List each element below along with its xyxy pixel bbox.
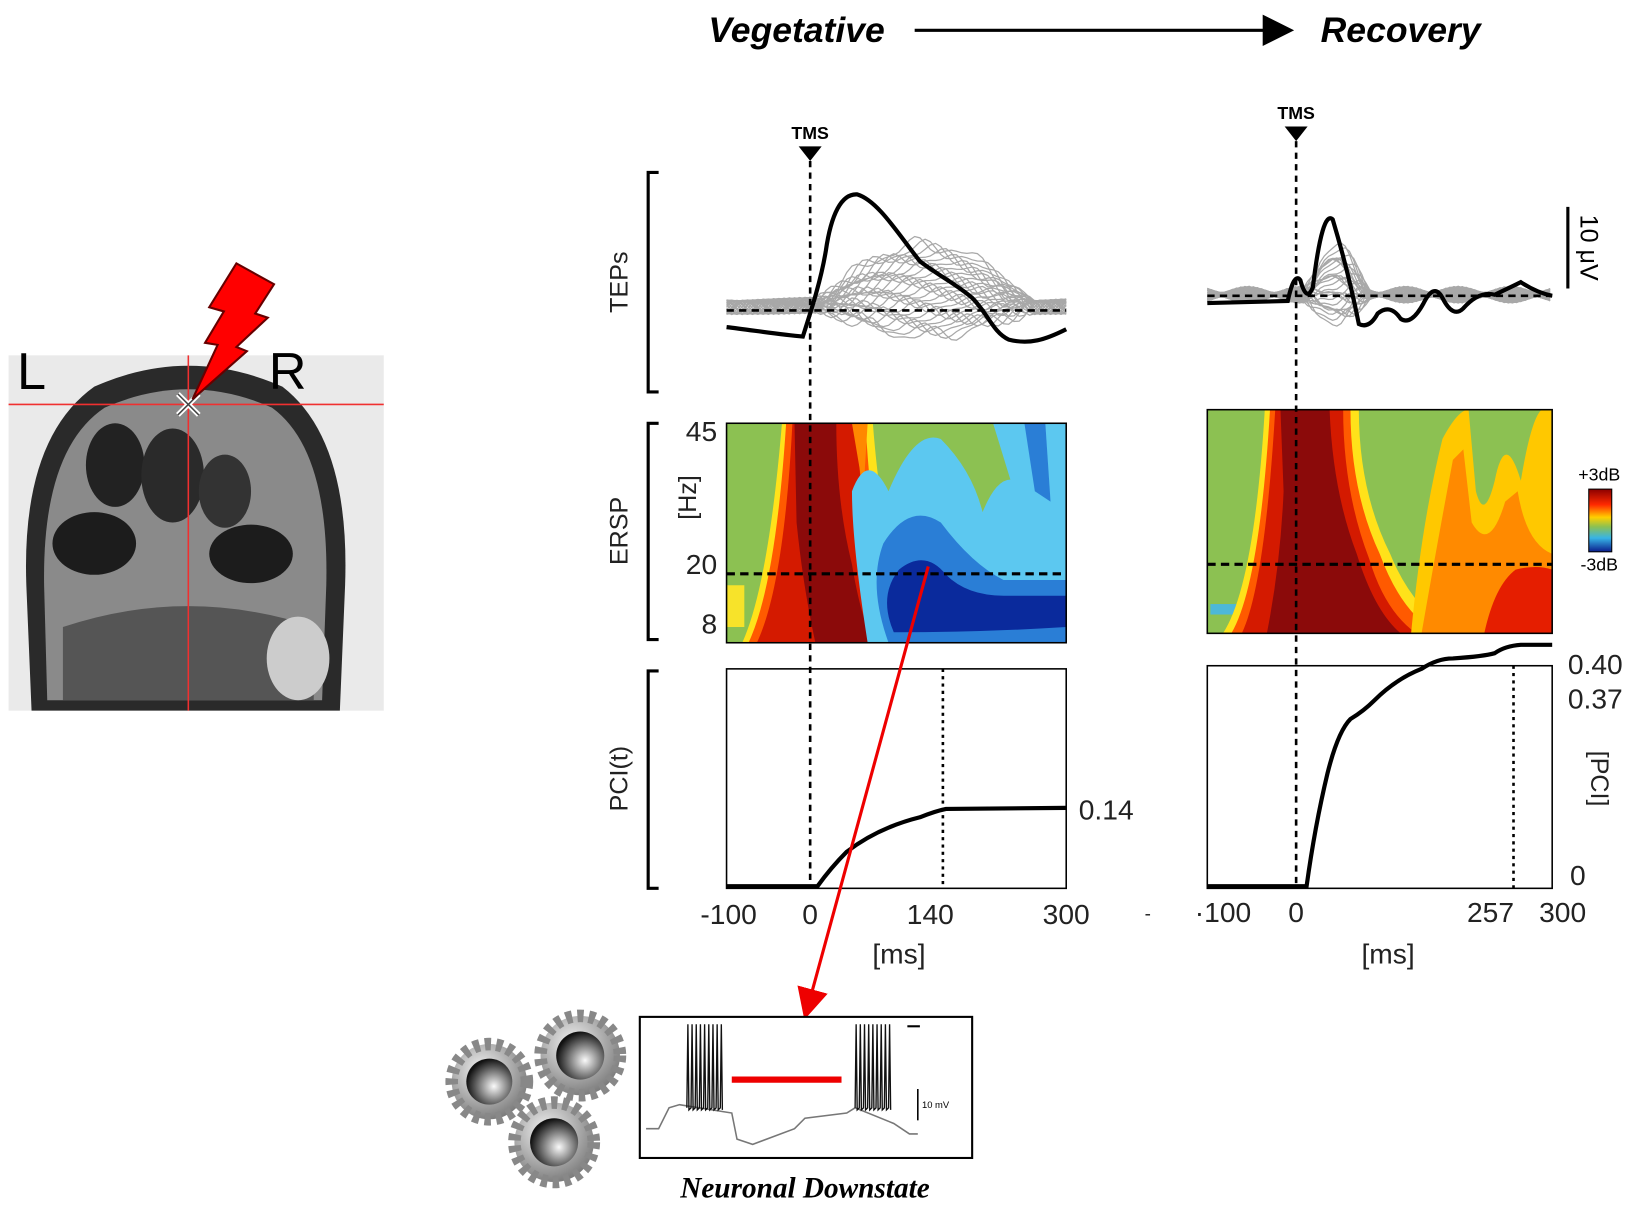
- mri-left-label: L: [17, 343, 46, 401]
- trace: [686, 1024, 724, 1112]
- link-arrow: [797, 566, 930, 1020]
- x-tick: 0: [802, 898, 818, 930]
- tep-traces: [726, 235, 1067, 341]
- trace: [1206, 254, 1551, 300]
- trace: [726, 253, 1067, 316]
- row-label: TEPs: [605, 252, 633, 313]
- gears-icon: [445, 1009, 627, 1189]
- pci-tick: 0.37: [1568, 683, 1623, 715]
- pci-value: 0.14: [1079, 793, 1134, 825]
- x-label: [ms]: [872, 938, 925, 970]
- trace: [854, 1024, 892, 1112]
- mri-right-label: R: [269, 343, 307, 401]
- x-tick: 0: [1288, 896, 1304, 928]
- tms-label: TMS: [791, 123, 829, 143]
- colorbar-min: -3dB: [1580, 555, 1618, 575]
- pci-unit: [PCI]: [1585, 751, 1613, 807]
- trace: [726, 242, 1067, 315]
- trace: [726, 262, 1067, 315]
- x-tick: 257: [1467, 896, 1514, 928]
- pci-tick: 0: [1570, 859, 1586, 891]
- header-from: Vegetative: [708, 10, 884, 50]
- pci-frame: [1206, 664, 1553, 890]
- header-to: Recovery: [1321, 10, 1483, 50]
- pci-tick: 0.40: [1568, 648, 1623, 680]
- inset-caption: Neuronal Downstate: [679, 1173, 929, 1205]
- tep-mean: [726, 192, 1068, 344]
- tms-marker: [1284, 126, 1308, 142]
- colorbar: [1588, 488, 1613, 553]
- trace: [726, 235, 1067, 316]
- pci-curve: [726, 805, 1067, 889]
- freq-tick: 20: [686, 548, 717, 580]
- inset-scale-label: 10 mV: [922, 1099, 950, 1110]
- row-label: ERSP: [605, 497, 633, 565]
- trace: [726, 259, 1067, 315]
- ersp-frame: [1206, 408, 1553, 635]
- pci-frame: [725, 668, 1067, 890]
- separator: -: [1145, 903, 1151, 924]
- ersp-frame: [725, 422, 1067, 644]
- trace: [726, 266, 1067, 316]
- x-tick: ·100: [1195, 896, 1251, 928]
- tep-mean: [1207, 216, 1553, 328]
- freq-tick: 8: [701, 607, 717, 639]
- x-label: [ms]: [1361, 938, 1414, 970]
- colorbar-max: +3dB: [1578, 465, 1620, 485]
- x-tick: 300: [1043, 898, 1090, 930]
- trace: [726, 256, 1067, 316]
- x-tick: 300: [1539, 896, 1586, 928]
- mri-image: [8, 261, 384, 711]
- freq-unit: [Hz]: [674, 475, 702, 520]
- scale-bar-label: 10 μV: [1574, 215, 1602, 281]
- inset-frame: [638, 1015, 974, 1160]
- row-brackets: [646, 170, 659, 890]
- tms-label: TMS: [1277, 103, 1315, 123]
- ersp-map: [726, 423, 1067, 643]
- membrane-trace: [646, 1024, 918, 1146]
- pci-curve: [1207, 642, 1553, 889]
- x-tick: 140: [907, 898, 954, 930]
- x-tick: -100: [700, 898, 756, 930]
- row-label: PCI(t): [605, 746, 633, 811]
- ersp-map: [1207, 409, 1553, 634]
- freq-tick: 45: [686, 415, 717, 447]
- tms-marker: [798, 146, 822, 161]
